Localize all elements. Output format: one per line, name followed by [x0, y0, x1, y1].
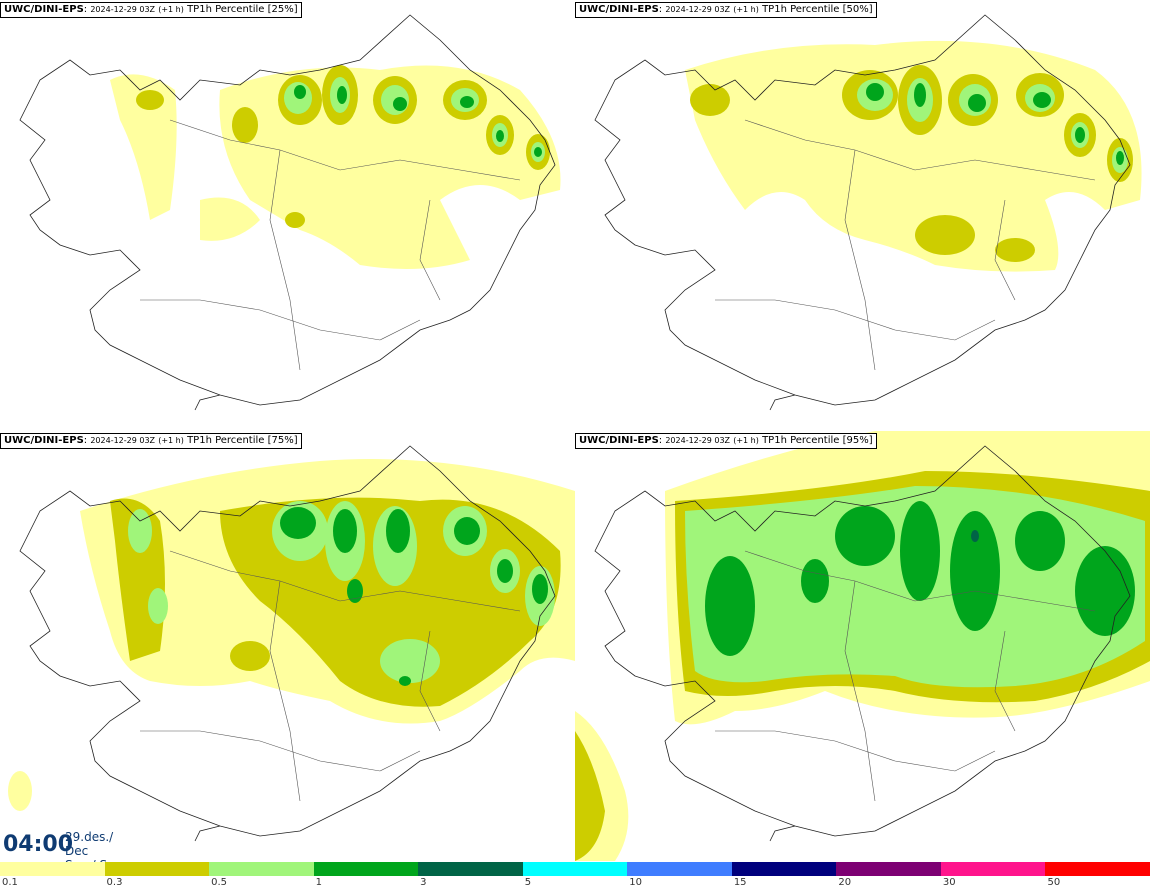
color-scale-segment [104, 862, 210, 876]
precip-shading [110, 65, 561, 269]
lead-time: (+1 h) [158, 436, 184, 445]
run-time: 2024-12-29 03Z [90, 5, 156, 14]
valid-time: 04:00 [3, 832, 74, 857]
color-scale-tick-label: 30 [942, 877, 956, 888]
color-scale-segment [0, 862, 105, 876]
color-scale-tick-label: 3 [420, 877, 427, 888]
valid-time-box: 04:00 29.des./ Dec Sun./ Sun [0, 827, 135, 872]
run-time: 2024-12-29 03Z [90, 436, 156, 445]
panel-title: UWC/DINI-EPS: 2024-12-29 03Z (+1 h) TP1h… [575, 2, 877, 18]
color-scale-tick-label: 15 [733, 877, 747, 888]
model-name: UWC/DINI-EPS [4, 435, 84, 446]
run-time: 2024-12-29 03Z [665, 5, 731, 14]
color-scale-segment [836, 862, 941, 876]
color-scale-segment [731, 862, 837, 876]
roads [140, 119, 521, 371]
roads [715, 119, 1096, 371]
color-scale-ticks: 0.1 0.3 0.5 1 3 5 10 15 20 30 50 [0, 876, 1150, 891]
color-scale-tick-label: 0.3 [106, 877, 123, 888]
coastline [594, 445, 1131, 842]
color-scale-segment [1045, 862, 1150, 876]
panel-title: UWC/DINI-EPS: 2024-12-29 03Z (+1 h) TP1h… [575, 433, 877, 449]
color-scale-tick-label: 5 [524, 877, 532, 888]
color-scale-segment [522, 862, 628, 876]
color-scale-segment [418, 862, 523, 876]
model-name: UWC/DINI-EPS [4, 4, 84, 15]
field-name: TP1h Percentile [95%] [762, 435, 873, 446]
color-scale-tick-label: 50 [1047, 877, 1061, 888]
color-scale-bar [0, 862, 1150, 876]
roads [715, 550, 1096, 802]
field-name: TP1h Percentile [25%] [187, 4, 298, 15]
color-scale-segment [627, 862, 732, 876]
coastline [19, 445, 556, 842]
precip-map-p95 [575, 431, 1150, 861]
precip-shading [685, 40, 1142, 272]
color-scale-segment [940, 862, 1046, 876]
roads [140, 550, 521, 802]
panel-title: UWC/DINI-EPS: 2024-12-29 03Z (+1 h) TP1h… [0, 433, 302, 449]
map-panel-p95: UWC/DINI-EPS: 2024-12-29 03Z (+1 h) TP1h… [575, 431, 1150, 861]
color-scale-tick-label: 10 [629, 877, 642, 888]
precip-map-p50 [594, 14, 1142, 411]
field-name: TP1h Percentile [75%] [187, 435, 298, 446]
color-scale-tick-label: 20 [838, 877, 852, 888]
panel-title: UWC/DINI-EPS: 2024-12-29 03Z (+1 h) TP1h… [0, 2, 302, 18]
coastline [19, 14, 556, 411]
lead-time: (+1 h) [733, 5, 759, 14]
color-scale-tick-label: 0.5 [211, 877, 227, 888]
valid-date-day: 29.des./ Dec [65, 830, 114, 858]
precip-map-p75 [8, 445, 575, 842]
color-scale-tick-label: 0.1 [2, 877, 18, 888]
precip-map-p25 [19, 14, 561, 411]
map-panel-p75: UWC/DINI-EPS: 2024-12-29 03Z (+1 h) TP1h… [0, 431, 575, 861]
color-scale-tick-label: 1 [315, 877, 322, 888]
precip-shading [575, 431, 1150, 861]
coastline [594, 14, 1131, 411]
lead-time: (+1 h) [158, 5, 184, 14]
field-name: TP1h Percentile [50%] [762, 4, 873, 15]
precip-shading [8, 459, 575, 811]
map-panel-p25: UWC/DINI-EPS: 2024-12-29 03Z (+1 h) TP1h… [0, 0, 575, 430]
color-scale-segment [313, 862, 419, 876]
color-scale-segment [209, 862, 314, 876]
lead-time: (+1 h) [733, 436, 759, 445]
map-panel-p50: UWC/DINI-EPS: 2024-12-29 03Z (+1 h) TP1h… [575, 0, 1150, 430]
run-time: 2024-12-29 03Z [665, 436, 731, 445]
model-name: UWC/DINI-EPS [579, 435, 659, 446]
model-name: UWC/DINI-EPS [579, 4, 659, 15]
